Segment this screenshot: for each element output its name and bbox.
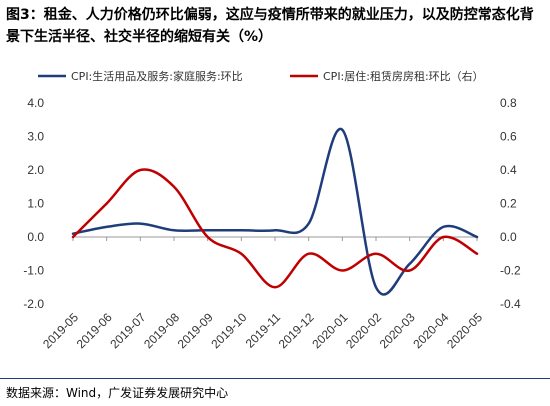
y-right-tick-label: -0.4	[500, 297, 521, 311]
x-tick-label: 2020-02	[343, 310, 384, 351]
line-chart: CPI:生活用品及服务:家庭服务:环比 CPI:居住:租赁房房租:环比（右） 4.…	[23, 69, 521, 351]
y-left-tick-label: 3.0	[27, 130, 44, 144]
x-tick-label: 2020-03	[377, 310, 418, 351]
y-right-tick-label: 0.0	[500, 230, 517, 244]
source-note: 数据来源：Wind，广发证券发展研究中心	[6, 386, 229, 400]
y-right-tick-label: -0.2	[500, 264, 521, 278]
y-right-tick-label: 0.4	[500, 163, 517, 177]
chart-axes: 4.0 3.0 2.0 1.0 0.0 -1.0 -2.0 0.8 0.6 0.4 0.2 0.0 -0…	[23, 96, 521, 351]
x-tick-label: 2020-04	[410, 310, 451, 351]
series-layer	[71, 127, 479, 296]
x-tick-label: 2019-05	[40, 310, 81, 351]
x-tick-label: 2019-08	[141, 310, 182, 351]
figure-title: 图3：租金、人力价格仍环比偏弱，这应与疫情所带来的就业压力，以及防控常态化背景下…	[6, 7, 534, 45]
chart-legend: CPI:生活用品及服务:家庭服务:环比 CPI:居住:租赁房房租:环比（右）	[38, 69, 484, 83]
source-divider	[0, 378, 550, 379]
y-right-tick-label: 0.6	[500, 130, 517, 144]
y-left-tick-label: -2.0	[23, 297, 44, 311]
y-left-tick-label: 4.0	[27, 96, 44, 110]
x-tick-label: 2019-11	[243, 310, 284, 351]
series-line-2	[71, 168, 479, 289]
series-line-1	[71, 127, 479, 296]
x-tick-label: 2019-07	[107, 310, 148, 351]
x-tick-label: 2020-05	[444, 310, 485, 351]
x-tick-label: 2019-09	[175, 310, 216, 351]
x-tick-label: 2019-10	[208, 310, 249, 351]
y-right-tick-label: 0.8	[500, 96, 517, 110]
x-tick-label: 2019-06	[74, 310, 115, 351]
x-tick-label: 2020-01	[309, 310, 350, 351]
y-right-tick-label: 0.2	[500, 197, 517, 211]
legend-label-1: CPI:生活用品及服务:家庭服务:环比	[71, 69, 243, 83]
y-left-tick-label: -1.0	[23, 264, 44, 278]
y-left-tick-label: 0.0	[27, 230, 44, 244]
legend-label-2: CPI:居住:租赁房房租:环比（右）	[323, 69, 484, 83]
y-left-tick-label: 1.0	[27, 197, 44, 211]
x-tick-label: 2019-12	[276, 310, 317, 351]
y-left-tick-label: 2.0	[27, 163, 44, 177]
